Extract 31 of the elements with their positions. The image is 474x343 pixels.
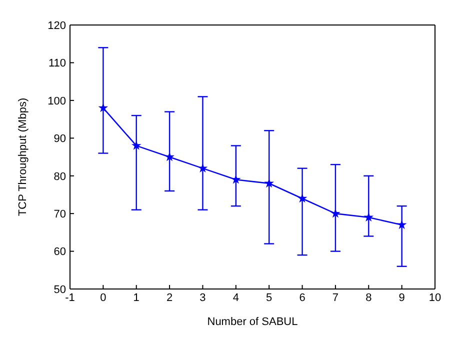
y-axis-title: TCP Throughput (Mbps) <box>16 98 29 216</box>
y-tick-label: 50 <box>54 284 66 296</box>
x-tick-label: 9 <box>398 292 405 304</box>
y-tick-label: 80 <box>54 170 66 183</box>
point <box>396 220 407 230</box>
x-tick-label: -1 <box>65 292 75 304</box>
x-tick-label: 8 <box>366 292 372 304</box>
x-tick-label: 7 <box>332 292 339 304</box>
x-tick-label: 4 <box>232 292 239 304</box>
x-tick-label: 3 <box>200 292 206 304</box>
point <box>98 102 108 112</box>
point <box>164 152 174 162</box>
y-tick-label: 70 <box>54 208 66 220</box>
y-tick-label: 110 <box>48 58 66 70</box>
y-tick-label: 100 <box>48 95 66 108</box>
y-tick-label: 60 <box>54 246 66 258</box>
x-tick-label: 10 <box>428 292 442 304</box>
y-tick-label: 90 <box>54 133 66 146</box>
x-tick-label: 1 <box>133 292 140 304</box>
y-tick-label: 120 <box>48 20 66 32</box>
point <box>131 140 142 150</box>
x-tick-label: 0 <box>100 292 106 304</box>
point <box>198 163 208 172</box>
point <box>264 178 274 188</box>
x-axis-title: Number of SABUL <box>207 316 298 328</box>
point <box>230 174 241 184</box>
x-tick-label: 2 <box>166 292 173 304</box>
point <box>364 212 374 222</box>
point <box>297 193 308 203</box>
x-tick-label: 5 <box>266 292 272 304</box>
x-tick-label: 6 <box>299 292 306 304</box>
